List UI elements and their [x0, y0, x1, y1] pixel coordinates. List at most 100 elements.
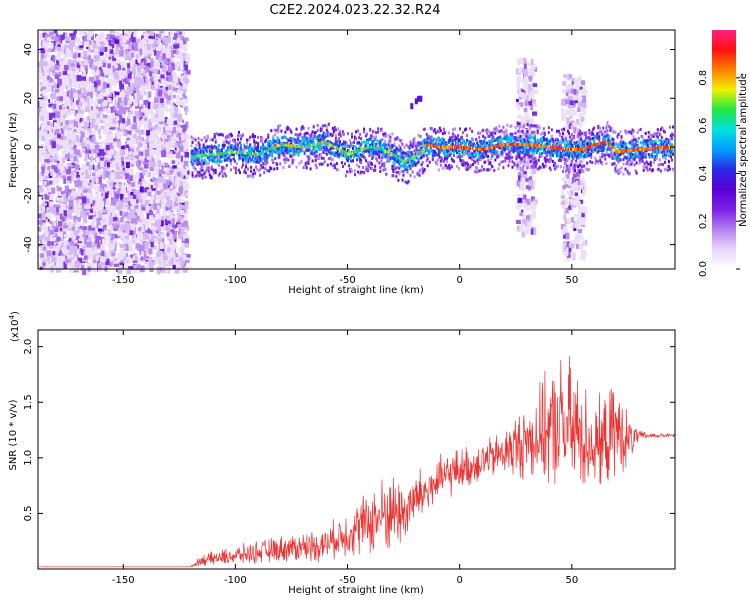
noise-cell: [49, 128, 52, 135]
noise-cell: [126, 76, 131, 81]
noise-cell: [562, 185, 566, 190]
noise-cell: [130, 204, 135, 212]
noise-cell: [166, 119, 172, 125]
ridge-halo-cell: [194, 167, 197, 171]
noise-cell: [82, 180, 87, 187]
noise-cell: [143, 192, 148, 199]
noise-cell: [156, 117, 160, 123]
noise-cell: [101, 250, 105, 257]
noise-cell: [568, 157, 572, 161]
noise-cell: [175, 84, 179, 88]
noise-cell: [144, 241, 149, 248]
noise-cell: [131, 44, 136, 50]
ridge-halo-cell: [195, 158, 198, 162]
noise-cell: [150, 161, 156, 167]
noise-cell: [574, 192, 578, 196]
noise-cell: [72, 235, 77, 240]
ridge-cell: [193, 159, 196, 163]
noise-cell: [150, 241, 154, 248]
noise-cell: [130, 217, 135, 223]
noise-cell: [168, 126, 171, 131]
noise-cell: [580, 117, 585, 122]
ridge-cell: [256, 148, 259, 152]
noise-cell: [573, 89, 577, 95]
noise-cell: [91, 230, 96, 234]
noise-cell: [180, 210, 185, 218]
ridge-halo-cell: [191, 173, 194, 177]
noise-cell: [138, 70, 142, 76]
noise-cell: [53, 63, 57, 70]
noise-cell: [58, 54, 61, 61]
noise-cell: [530, 130, 536, 135]
ridge-cell: [211, 146, 214, 150]
noise-cell: [110, 242, 115, 250]
noise-cell: [75, 144, 79, 149]
noise-cell: [532, 211, 537, 218]
noise-cell: [167, 185, 173, 191]
noise-cell: [81, 82, 86, 88]
noise-cell: [567, 164, 571, 172]
noise-cell: [155, 156, 160, 161]
ridge-cell: [253, 149, 256, 153]
noise-cell: [125, 141, 129, 149]
noise-cell: [575, 89, 580, 94]
noise-cell: [155, 181, 159, 188]
noise-cell: [74, 82, 80, 89]
noise-cell: [102, 56, 106, 63]
noise-cell: [581, 95, 586, 102]
noise-cell: [185, 225, 190, 232]
noise-cell: [90, 98, 94, 105]
noise-cell: [56, 262, 59, 269]
noise-cell: [116, 205, 120, 210]
noise-cell: [142, 40, 148, 44]
noise-cell: [122, 67, 126, 72]
noise-cell: [175, 109, 180, 116]
noise-cell: [101, 42, 105, 48]
noise-cell: [155, 91, 159, 98]
noise-cell: [133, 33, 137, 38]
ridge-halo-cell: [223, 166, 226, 170]
noise-cell: [149, 142, 154, 148]
noise-cell: [168, 151, 173, 156]
noise-cell: [105, 135, 110, 142]
noise-cell: [51, 165, 56, 169]
noise-cell: [172, 224, 176, 229]
noise-cell: [574, 197, 579, 202]
noise-cell: [572, 167, 575, 173]
noise-cell: [75, 219, 80, 227]
noise-cell: [62, 44, 67, 48]
noise-cell: [517, 104, 521, 111]
noise-cell: [108, 136, 113, 142]
noise-cell: [164, 266, 169, 274]
noise-cell: [100, 225, 106, 232]
noise-cell: [179, 203, 182, 211]
noise-cell: [96, 192, 99, 197]
noise-cell: [97, 128, 101, 135]
noise-cell: [119, 175, 124, 180]
noise-cell: [181, 164, 184, 170]
noise-cell: [141, 62, 146, 68]
noise-cell: [174, 106, 178, 112]
noise-cell: [137, 213, 143, 219]
noise-cell: [76, 171, 80, 178]
noise-cell: [109, 181, 114, 187]
noise-cell: [578, 236, 584, 240]
noise-cell: [518, 202, 523, 207]
noise-cell: [43, 222, 47, 227]
noise-cell: [89, 182, 93, 187]
ridge-halo-cell: [217, 133, 220, 137]
noise-cell: [184, 207, 188, 214]
noise-cell: [125, 71, 129, 76]
noise-cell: [108, 170, 112, 174]
noise-cell: [54, 129, 60, 134]
noise-cell: [96, 232, 102, 238]
noise-cell: [564, 219, 569, 224]
noise-cell: [572, 199, 576, 206]
noise-cell: [69, 99, 73, 106]
ridge-halo-cell: [207, 169, 210, 173]
noise-cell: [38, 186, 43, 192]
noise-cell: [103, 167, 108, 172]
noise-cell: [89, 165, 93, 171]
noise-cell: [43, 198, 47, 205]
noise-cell: [528, 75, 533, 82]
